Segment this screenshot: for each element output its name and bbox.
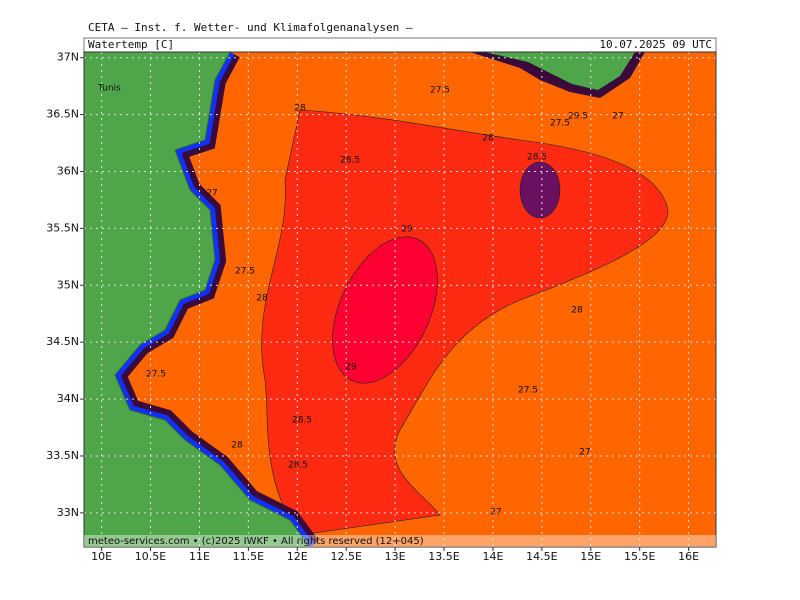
- sicily-land: [485, 52, 635, 90]
- cold-spot: [519, 161, 561, 219]
- x-tick-label: 13.5E: [428, 550, 459, 563]
- land: [84, 52, 311, 547]
- contour-label: 27.5: [235, 267, 255, 277]
- variable: Watertemp [C]: [88, 38, 174, 51]
- x-tick-label: 12E: [287, 550, 308, 563]
- contour-label: 28.5: [292, 416, 312, 426]
- contour-label: 28: [482, 134, 494, 144]
- contour-label: 27: [206, 189, 217, 199]
- axes: 10E 10.5E 11E 11.5E 12E 12.5E 13E 13.5E 14E 14.5E…: [46, 51, 699, 563]
- footer: meteo-services.com • (c)2025 IWKF • All …: [88, 536, 424, 547]
- contour-label: 27.5: [518, 386, 538, 396]
- x-tick-label: 11.5E: [233, 550, 264, 563]
- sea-crimson: [332, 236, 438, 384]
- y-tick-label: 36N: [57, 164, 79, 177]
- x-tick-label: 16E: [678, 550, 699, 563]
- institute: CETA — Inst. f. Wetter- und Klimafolgena…: [88, 21, 413, 34]
- contour-label: 28: [256, 294, 268, 304]
- x-tick-label: 10.5E: [135, 550, 166, 563]
- contour-label: 27: [579, 448, 590, 458]
- sea-red: [261, 109, 669, 536]
- contour-label: 27.5: [430, 86, 450, 96]
- map-frame: [83, 51, 717, 548]
- contour-label: 29: [345, 363, 357, 373]
- y-tick-label: 35.5N: [46, 221, 79, 234]
- y-tick-label: 34.5N: [46, 335, 79, 348]
- x-tick-label: 14.5E: [526, 550, 557, 563]
- x-tick-label: 14E: [482, 550, 503, 563]
- x-tick-label: 11E: [189, 550, 210, 563]
- y-tick-label: 33.5N: [46, 449, 79, 462]
- y-tick-label: 36.5N: [46, 108, 79, 121]
- y-tick-label: 33N: [57, 506, 79, 519]
- x-tick-label: 13E: [385, 550, 406, 563]
- contour-label: 27: [490, 508, 501, 518]
- contour-label: 27.5: [146, 370, 166, 380]
- contour-label: 28: [571, 306, 583, 316]
- contour-label: 29.5: [568, 112, 588, 122]
- y-tick-label: 34N: [57, 392, 79, 405]
- contour-label: 27.5: [550, 119, 570, 129]
- x-tick-label: 12.5E: [330, 550, 361, 563]
- x-tick-label: 10E: [91, 550, 112, 563]
- graticule: [84, 52, 716, 547]
- map-field: 28 27.5 28 28.5 28.5 29 27 27.5 28 28 29 27.5 27.5 28…: [84, 52, 716, 547]
- valid-time: 10.07.2025 09 UTC: [599, 38, 712, 51]
- place-label: Tunis: [97, 84, 121, 94]
- y-tick-label: 37N: [57, 51, 79, 64]
- contour-label: 28: [294, 104, 306, 114]
- y-tick-label: 35N: [57, 278, 79, 291]
- contour-label: 29: [401, 225, 413, 235]
- contour-label: 28.5: [527, 153, 547, 163]
- contour-label: 27: [612, 112, 623, 122]
- contour-label: 28.5: [288, 461, 308, 471]
- contour-label: 28: [231, 441, 243, 451]
- x-tick-label: 15.5E: [624, 550, 655, 563]
- x-tick-label: 15E: [580, 550, 601, 563]
- footer-band: [84, 535, 716, 547]
- contour-labels: 28 27.5 28 28.5 28.5 29 27 27.5 28 28 29 27.5 27.5 28…: [146, 86, 624, 518]
- contour-label: 28.5: [340, 156, 360, 166]
